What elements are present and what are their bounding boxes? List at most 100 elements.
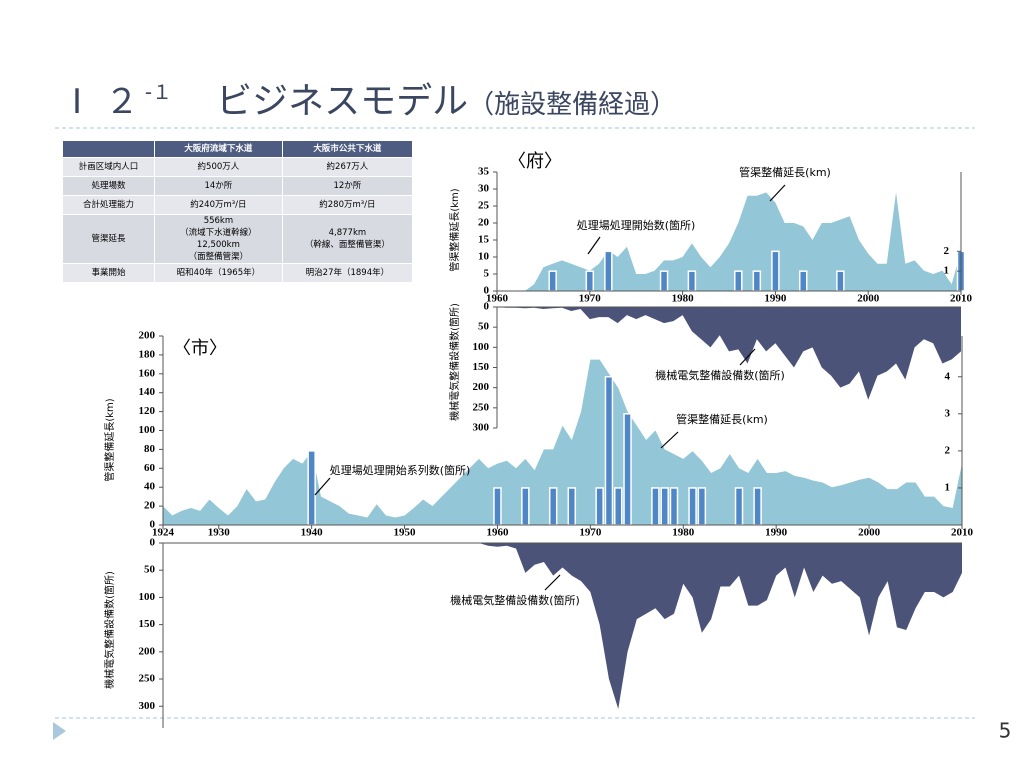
cell-line: 556km — [203, 216, 234, 226]
y-tick-label: 35 — [478, 166, 490, 178]
cell-line: 約267万人 — [326, 162, 369, 172]
y-tick-label: 0 — [484, 301, 490, 313]
y-tick-label: 300 — [139, 700, 156, 712]
table-row: 管渠延長 556km （流域下水道幹線） 12,500km （面整備管渠） 4,877km… — [62, 214, 414, 264]
table-cell: 約267万人 — [281, 157, 414, 177]
y-tick-label: 200 — [139, 645, 156, 657]
header-row: 大阪府流域下水道 大阪市公共下水道 — [62, 140, 414, 158]
x-tick-label: 1970 — [579, 527, 602, 539]
y-axis-label: 管渠整備延長(km) — [448, 188, 461, 271]
bar — [307, 450, 316, 526]
table-row: 処理場数 14か所 12か所 — [62, 176, 414, 196]
y-tick-label: 100 — [139, 591, 156, 603]
header-cell — [62, 140, 155, 158]
bar — [548, 270, 557, 292]
bar — [604, 376, 614, 526]
bar — [836, 270, 845, 292]
table-cell: 約280万m³/日 — [281, 195, 414, 215]
y-axis-label: 機械電気整備設備数(箇所) — [103, 571, 116, 689]
x-tick-label: 2000 — [858, 527, 881, 539]
row-label: 合計処理能力 — [62, 195, 155, 215]
y-tick-label: 25 — [478, 200, 490, 212]
title-number: Ⅰ ２ — [72, 82, 145, 122]
chart-title: 〈市〉 — [173, 338, 227, 359]
bar — [604, 250, 613, 292]
bar — [613, 487, 623, 526]
table-row: 事業開始 昭和40年（1965年） 明治27年（1894年） — [62, 263, 414, 283]
summary-table: 大阪府流域下水道 大阪市公共下水道 計画区域内人口 約500万人 約267万人 処理場数 1… — [62, 140, 414, 283]
bar — [697, 487, 707, 526]
leader-line — [314, 477, 331, 496]
y-tick-label: 10 — [478, 251, 490, 263]
bar — [771, 250, 780, 292]
cell-line: 約280万m³/日 — [319, 200, 376, 210]
nav-arrow — [53, 722, 66, 740]
x-tick-label: 1970 — [579, 293, 602, 305]
y2-tick-label: 4 — [945, 370, 951, 382]
y-tick-label: 20 — [478, 217, 490, 229]
leader-line — [739, 348, 756, 366]
y-tick-label: 40 — [144, 481, 156, 493]
series-label: 処理場処理開始数(箇所) — [577, 218, 696, 232]
x-tick-label: 1960 — [486, 293, 509, 305]
y-tick-label: 30 — [478, 183, 490, 195]
header-cell: 大阪市公共下水道 — [281, 140, 414, 158]
leader-line — [544, 574, 561, 591]
leader-line — [587, 236, 601, 255]
y2-tick-label: 1 — [944, 265, 950, 277]
row-label: 事業開始 — [62, 263, 155, 283]
cell-line: 12,500km — [196, 240, 240, 250]
x-tick-label: 1930 — [208, 527, 231, 539]
title-sub: （施設整備経過） — [468, 90, 677, 120]
x-tick-label: 1924 — [152, 527, 175, 539]
area — [163, 359, 962, 525]
bar — [688, 487, 697, 526]
bar — [623, 413, 632, 526]
bar — [651, 487, 660, 526]
bar — [753, 487, 762, 526]
y-tick-label: 250 — [139, 673, 156, 685]
x-tick-label: 2010 — [951, 527, 974, 539]
leader-line — [769, 184, 786, 202]
bar — [669, 487, 679, 526]
table-row: 合計処理能力 約240万m³/日 約280万m³/日 — [62, 195, 414, 215]
y-tick-label: 100 — [139, 424, 156, 436]
series-label: 機械電気整備設備数(箇所) — [655, 368, 785, 382]
bar — [687, 270, 697, 292]
y-axis-label: 機械電気整備設備数(箇所) — [448, 303, 461, 421]
table-cell: 556km （流域下水道幹線） 12,500km （面整備管渠） — [154, 214, 283, 264]
y-tick-label: 160 — [139, 367, 156, 379]
cell-line: 約240万m³/日 — [190, 200, 247, 210]
leader-line — [660, 431, 679, 449]
y-tick-label: 50 — [478, 321, 490, 333]
series-label: 管渠整備延長(km) — [676, 412, 768, 426]
bar — [585, 270, 595, 292]
y-tick-label: 250 — [473, 401, 490, 413]
y2-tick-label: 2 — [945, 444, 951, 456]
x-tick-label: 1990 — [765, 527, 788, 539]
page-number: 5 — [999, 719, 1012, 743]
bar — [548, 487, 558, 526]
title-main: ビジネスモデル — [216, 81, 469, 122]
bar — [567, 487, 577, 526]
y-tick-label: 0 — [484, 285, 490, 297]
series-label: 管渠整備延長(km) — [739, 165, 831, 179]
chart-title: 〈府〉 — [508, 151, 562, 172]
bar — [734, 270, 743, 292]
y-tick-label: 20 — [144, 500, 156, 512]
cell-line: 12か所 — [333, 181, 362, 191]
y-tick-label: 150 — [473, 361, 490, 373]
slide-title: Ⅰ ２-１ ビジネスモデル（施設整備経過） — [72, 72, 676, 124]
y-tick-label: 60 — [144, 462, 156, 474]
area — [478, 543, 962, 709]
x-tick-label: 2010 — [950, 293, 973, 305]
series-label: 処理場処理開始系列数(箇所) — [330, 463, 471, 477]
x-tick-label: 1950 — [394, 527, 417, 539]
bar — [798, 270, 808, 292]
table-row: 計画区域内人口 約500万人 約267万人 — [62, 157, 414, 177]
header-cell: 大阪府流域下水道 — [154, 140, 283, 158]
series-label: 機械電気整備設備数(箇所) — [450, 593, 580, 607]
cell-line: 14か所 — [204, 181, 233, 191]
cell-line: 昭和40年（1965年） — [176, 268, 261, 278]
